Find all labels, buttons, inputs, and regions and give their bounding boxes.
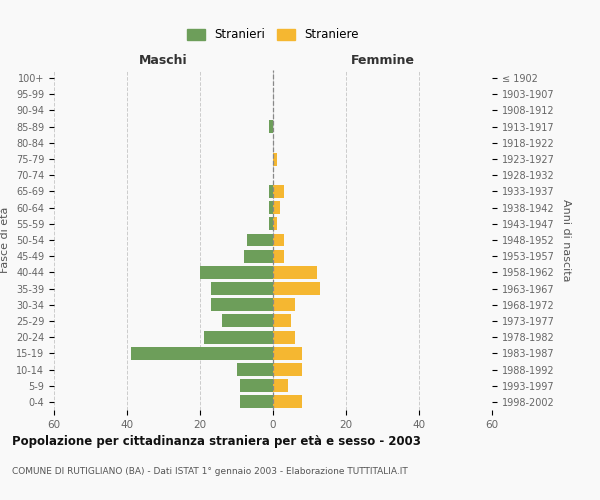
Bar	[273, 234, 284, 246]
Bar	[273, 379, 287, 392]
Bar	[236, 363, 273, 376]
Bar	[273, 282, 320, 295]
Text: Femmine: Femmine	[350, 54, 415, 67]
Bar	[211, 298, 273, 311]
Bar	[203, 330, 273, 344]
Text: Maschi: Maschi	[139, 54, 188, 67]
Bar	[269, 120, 273, 133]
Bar	[269, 185, 273, 198]
Bar	[273, 185, 284, 198]
Bar	[273, 330, 295, 344]
Y-axis label: Anni di nascita: Anni di nascita	[561, 198, 571, 281]
Bar	[273, 347, 302, 360]
Bar	[244, 250, 273, 262]
Bar	[222, 314, 273, 328]
Bar	[131, 347, 273, 360]
Bar	[269, 218, 273, 230]
Bar	[273, 298, 295, 311]
Bar	[273, 152, 277, 166]
Bar	[273, 201, 280, 214]
Text: COMUNE DI RUTIGLIANO (BA) - Dati ISTAT 1° gennaio 2003 - Elaborazione TUTTITALIA: COMUNE DI RUTIGLIANO (BA) - Dati ISTAT 1…	[12, 468, 408, 476]
Bar	[200, 266, 273, 279]
Legend: Stranieri, Straniere: Stranieri, Straniere	[187, 28, 359, 42]
Bar	[211, 282, 273, 295]
Bar	[247, 234, 273, 246]
Bar	[273, 314, 291, 328]
Bar	[273, 250, 284, 262]
Bar	[269, 201, 273, 214]
Text: Popolazione per cittadinanza straniera per età e sesso - 2003: Popolazione per cittadinanza straniera p…	[12, 435, 421, 448]
Bar	[240, 396, 273, 408]
Bar	[273, 396, 302, 408]
Bar	[273, 218, 277, 230]
Bar	[240, 379, 273, 392]
Bar	[273, 363, 302, 376]
Y-axis label: Fasce di età: Fasce di età	[1, 207, 10, 273]
Bar	[273, 266, 317, 279]
